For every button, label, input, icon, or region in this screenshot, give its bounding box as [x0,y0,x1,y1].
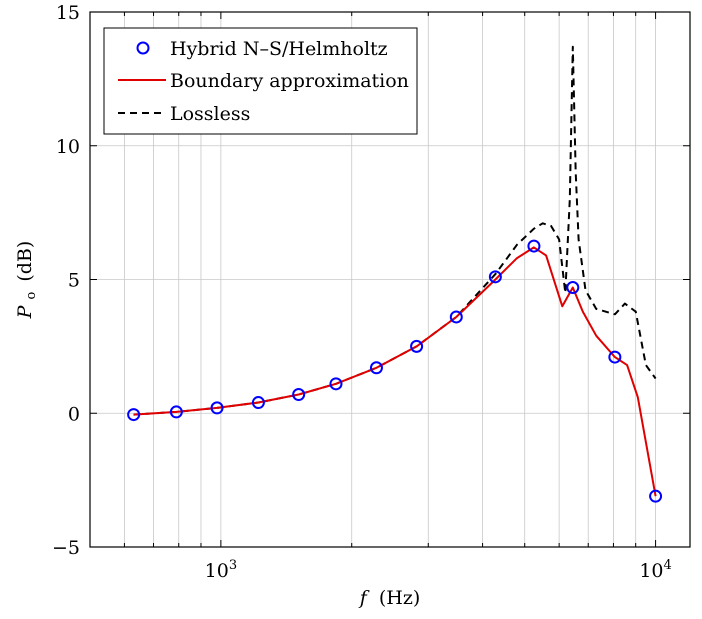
x-axis-label: f (Hz) [358,587,421,609]
legend-label-lossless: Lossless [170,103,250,125]
data-point-hybrid [449,310,463,324]
legend-label-hybrid: Hybrid N–S/Helmholtz [170,38,388,60]
series-line-lossless [133,45,657,416]
data-point-hybrid [527,239,541,253]
series-layer [127,45,663,503]
data-point-hybrid [292,388,306,402]
tick-labels: −5 0 5 10 15 103 104 [52,2,672,582]
data-point-hybrid [169,405,183,419]
y-tick-label: 5 [68,270,80,292]
data-point-hybrid [649,489,663,503]
legend-marker-hybrid [136,41,150,55]
y-tick-label: 15 [56,2,80,24]
y-tick-label: 10 [56,136,80,158]
x-tick-label: 103 [205,558,237,582]
legend: Hybrid N–S/Helmholtz Boundary approximat… [103,27,418,135]
series-hybrid-markers [127,239,663,503]
data-point-hybrid [566,281,580,295]
y-axis-label: P o (dB) [14,241,40,320]
legend-label-boundary: Boundary approximation [170,70,409,92]
data-point-hybrid [410,339,424,353]
ticks [89,11,690,548]
data-point-hybrid [369,361,383,375]
data-point-hybrid [329,377,343,391]
y-axis-unit: (dB) [14,241,36,282]
y-tick-label: 0 [68,403,80,425]
series-line-boundary [133,246,657,497]
x-tick-label: 104 [639,558,671,582]
data-point-hybrid [127,408,141,422]
y-tick-label: −5 [52,537,80,559]
data-point-hybrid [488,270,502,284]
y-axis-subscript: o [24,291,39,299]
data-point-hybrid [210,401,224,415]
y-axis-variable: P [14,304,36,319]
data-point-hybrid [608,350,622,364]
data-point-hybrid [251,396,265,410]
x-axis-unit: (Hz) [379,587,420,609]
x-axis-variable: f [358,587,370,609]
